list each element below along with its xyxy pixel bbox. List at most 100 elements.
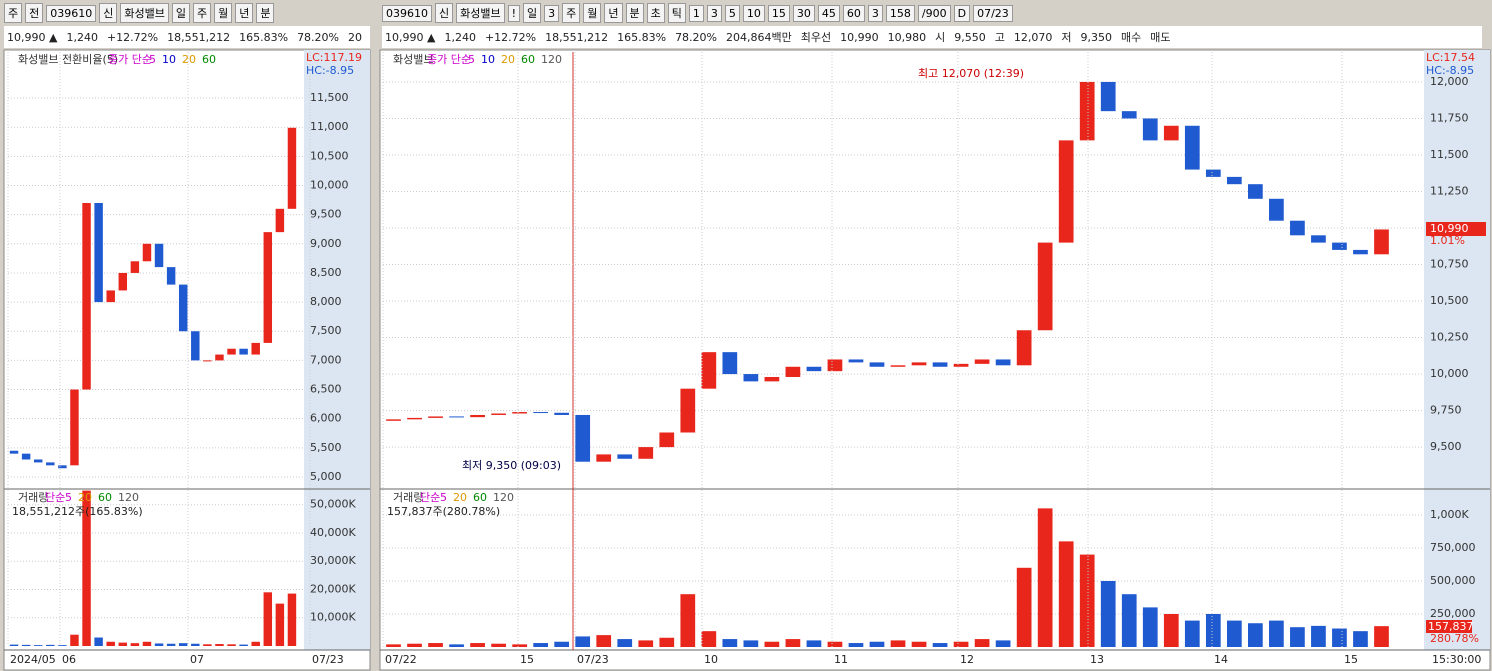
volume-bar [449, 644, 464, 647]
toolbar-item[interactable]: 10,990 ▲ [7, 30, 58, 44]
volume-bar [806, 640, 822, 647]
x-tick-label: 15 [520, 653, 534, 666]
volume-bar [1290, 627, 1305, 647]
toolbar-item[interactable]: 일 [523, 3, 542, 23]
toolbar-item[interactable]: 45 [817, 4, 840, 22]
price-tag-text: 10,990 [1430, 222, 1469, 235]
quote-bar: 10,990 ▲ 1,240 +12.72% 18,551,212 165.83% 78.… [4, 26, 370, 48]
toolbar-item[interactable]: +12.72% [484, 30, 537, 44]
toolbar-item[interactable]: 204,864백만 [726, 31, 792, 44]
toolbar-item[interactable]: ! [507, 4, 521, 22]
toolbar-item[interactable]: 일 [171, 3, 190, 23]
volume-bar [701, 631, 717, 647]
candle [118, 272, 128, 291]
low-note: 최저 9,350 (09:03) [462, 459, 561, 472]
toolbar-item[interactable]: 고 [994, 31, 1005, 44]
candle [1248, 184, 1263, 199]
toolbar-item[interactable]: 1 [688, 4, 704, 22]
volume-bar [764, 641, 780, 647]
toolbar-item[interactable]: 78.20% [297, 30, 340, 44]
toolbar-item[interactable]: 월 [583, 3, 602, 23]
x-tick-label: 07/22 [385, 653, 417, 666]
toolbar-item[interactable]: 초 [646, 3, 665, 23]
toolbar-item[interactable]: /900 [917, 4, 951, 22]
toolbar-item[interactable]: 3 [867, 4, 883, 22]
candle [1058, 140, 1074, 243]
volume-bar [1058, 541, 1074, 647]
candle [82, 202, 91, 390]
volume-bar [166, 643, 176, 646]
toolbar-item[interactable]: 165.83% [239, 30, 289, 44]
toolbar-item[interactable]: 년 [604, 3, 623, 23]
volume-bar [1037, 508, 1053, 647]
candle [974, 359, 990, 364]
y-tick-label: 5,000 [310, 470, 342, 483]
toolbar-item[interactable]: 주 [4, 3, 23, 23]
candle [890, 365, 906, 367]
toolbar-item[interactable]: 158 [885, 4, 915, 22]
toolbar-item[interactable]: 20 [348, 30, 363, 44]
volume-bar [1226, 620, 1242, 647]
toolbar-item[interactable]: 10 [742, 4, 765, 22]
toolbar-item[interactable]: 10,990 ▲ [385, 30, 436, 44]
toolbar-item[interactable]: 주 [192, 3, 212, 23]
toolbar-item[interactable]: 12,070 [1013, 30, 1053, 44]
y-tick-label: 500,000 [1430, 574, 1476, 587]
toolbar-item[interactable]: 분 [256, 3, 275, 23]
toolbar-item[interactable]: +12.72% [106, 30, 159, 44]
volume-bar [575, 636, 591, 647]
toolbar-item[interactable]: 년 [235, 3, 254, 23]
volume-bar [953, 641, 969, 647]
volume-bar [178, 643, 188, 646]
toolbar-item[interactable]: 시 [935, 31, 946, 44]
x-tick-label: 14 [1214, 653, 1228, 666]
toolbar-item[interactable]: 분 [625, 3, 644, 23]
toolbar-item[interactable]: 15 [767, 4, 790, 22]
toolbar-item[interactable]: 주 [562, 3, 581, 23]
toolbar-item[interactable]: 최우선 [800, 31, 832, 44]
toolbar-item[interactable]: 18,551,212 [545, 30, 609, 44]
toolbar-item[interactable]: 화성밸브 [120, 3, 169, 23]
y-tick-label: 10,000 [310, 178, 349, 191]
toolbar-item[interactable]: 18,551,212 [167, 30, 231, 44]
toolbar-item[interactable]: 저 [1061, 31, 1072, 44]
toolbar-item[interactable]: 165.83% [617, 30, 667, 44]
toolbar-item[interactable]: 07/23 [973, 4, 1013, 22]
price-tag [1426, 222, 1486, 236]
candle [1269, 198, 1284, 221]
volume-bar [82, 490, 91, 646]
toolbar-item[interactable]: 78.20% [675, 30, 718, 44]
toolbar-item[interactable]: 9,550 [954, 30, 986, 44]
volume-bar [428, 643, 443, 647]
toolbar-item[interactable]: 3 [544, 4, 560, 22]
legend-item: 화성밸브 [393, 53, 433, 66]
toolbar-item[interactable]: 10,980 [887, 30, 927, 44]
toolbar-item[interactable]: 30 [792, 4, 815, 22]
toolbar-item[interactable]: 매도 [1150, 31, 1171, 44]
toolbar-item[interactable]: D [953, 4, 971, 22]
toolbar-item[interactable]: 신 [435, 3, 454, 23]
y-tick-label: 7,500 [310, 324, 342, 337]
candle [386, 419, 401, 421]
high-note: 최고 12,070 (12:39) [918, 67, 1024, 80]
toolbar-item[interactable]: 3 [706, 4, 722, 22]
toolbar-item[interactable]: 9,350 [1080, 30, 1113, 44]
toolbar-item[interactable]: 신 [99, 3, 118, 23]
toolbar-item[interactable]: 039610 [46, 4, 97, 22]
toolbar-item[interactable]: 화성밸브 [456, 3, 505, 23]
toolbar-item[interactable]: 1,240 [444, 30, 476, 44]
toolbar-item[interactable]: 매수 [1121, 31, 1142, 44]
toolbar-item[interactable]: 5 [724, 4, 740, 22]
volume-bar [827, 641, 843, 647]
candle [1353, 249, 1368, 255]
toolbar-item[interactable]: 월 [214, 3, 233, 23]
toolbar-item[interactable]: 전 [25, 3, 44, 23]
toolbar-item[interactable]: 10,990 [840, 30, 879, 44]
toolbar-item[interactable]: 60 [842, 4, 865, 22]
y-tick-label: 10,500 [310, 149, 349, 162]
candle [407, 417, 422, 420]
toolbar-item[interactable]: 틱 [667, 3, 686, 23]
volume-bar [1079, 554, 1095, 647]
toolbar-item[interactable]: 039610 [382, 4, 432, 22]
toolbar-item[interactable]: 1,240 [66, 30, 98, 44]
